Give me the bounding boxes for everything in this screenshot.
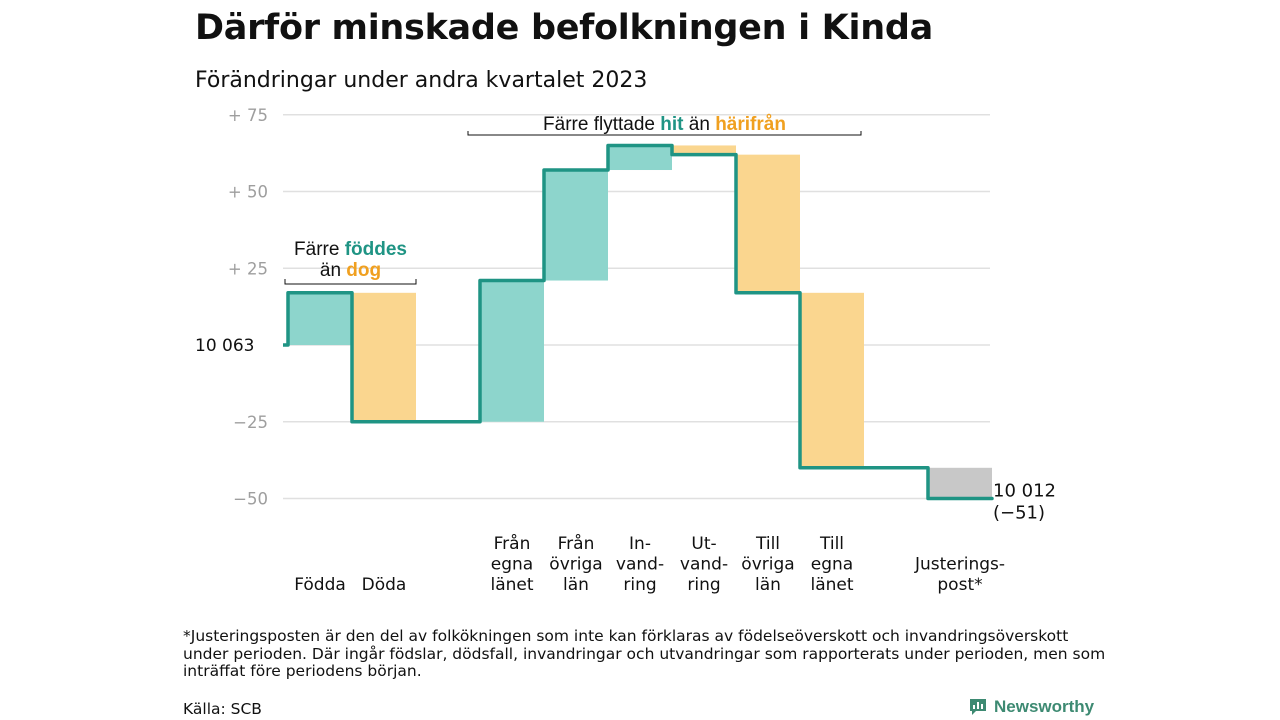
x-category-label-line: län — [755, 575, 781, 595]
newsworthy-logo-icon — [970, 699, 986, 715]
bar-decrease — [672, 145, 736, 155]
x-category-label-line: post* — [937, 575, 982, 595]
cumulative-step-line — [283, 143, 994, 501]
x-category-label-line: länet — [810, 575, 853, 595]
annotation-bracket — [467, 131, 862, 136]
chart-title: Därför minskade befolkningen i Kinda — [195, 8, 933, 48]
x-category-label-line: Döda — [362, 575, 407, 595]
x-category-label-line: vand- — [616, 555, 664, 575]
x-category-label-line: län — [563, 575, 589, 595]
annotation-text-part: än — [683, 114, 715, 135]
source-note: Källa: SCB — [183, 700, 262, 718]
x-category-label-line: vand- — [680, 555, 728, 575]
x-category-label-line: Justerings- — [914, 555, 1005, 575]
annotation-text-part: Färre flyttade — [543, 114, 660, 135]
x-category-label: In-vand-ring — [616, 534, 664, 595]
x-category-label-line: egna — [491, 555, 533, 575]
bar-decrease — [352, 292, 416, 422]
bar-decrease — [800, 292, 864, 468]
annotation-text: Färre flyttade hit än härifrån — [543, 114, 786, 135]
annotation-text-part: än — [320, 260, 346, 281]
x-category-label: Från övriga län — [549, 533, 602, 595]
annotation-text-part: härifrån — [715, 114, 786, 135]
brand-logo: Newsworthy — [968, 697, 1094, 717]
bar-increase — [544, 170, 608, 281]
x-category-label-line: Till — [755, 534, 780, 554]
start-value-label: 10 063 — [195, 336, 254, 356]
y-tick-label: + 50 — [228, 183, 268, 202]
x-category-label: Födda — [294, 575, 346, 595]
x-category-label-line: In- — [629, 534, 651, 554]
x-category-label-line: Födda — [294, 575, 346, 595]
bar-adjustment — [928, 467, 992, 499]
bar-increase — [608, 145, 672, 171]
x-category-label-line: Från — [558, 533, 595, 554]
x-category-label: Ut-vand-ring — [680, 534, 728, 595]
annotation-bracket — [284, 279, 417, 285]
x-category-label: Till egna länet — [810, 534, 853, 595]
annotation-text-part: föddes — [345, 239, 407, 260]
x-category-label-line: Ut- — [691, 534, 716, 554]
end-change-label: (−51) — [993, 503, 1045, 524]
annotation-text-part: hit — [660, 114, 684, 135]
x-category-label: Döda — [362, 575, 407, 595]
x-category-label-line: ring — [687, 575, 720, 595]
x-category-label-line: Från — [494, 533, 531, 554]
bar-increase — [480, 280, 544, 422]
brand-name: Newsworthy — [994, 697, 1095, 716]
x-category-label: Justerings-post* — [914, 555, 1005, 596]
x-category-label: Från egna länet — [490, 533, 533, 595]
x-category-label: Till övriga län — [741, 534, 794, 595]
footnote: *Justeringsposten är den del av folkökni… — [183, 627, 1106, 680]
bar-decrease — [736, 154, 800, 293]
y-tick-label: + 75 — [228, 106, 268, 125]
y-tick-label: −25 — [233, 413, 268, 432]
x-category-label-line: övriga — [741, 555, 794, 575]
annotation-text-part: dog — [346, 260, 381, 281]
annotation-text-part: Färre — [294, 239, 345, 260]
x-category-label-line: egna — [811, 555, 853, 575]
y-tick-label: + 25 — [228, 259, 268, 278]
chart-subtitle: Förändringar under andra kvartalet 2023 — [195, 68, 648, 93]
end-value-label: 10 012 — [993, 481, 1056, 502]
x-category-label-line: länet — [490, 575, 533, 595]
x-category-label-line: övriga — [549, 555, 602, 575]
annotation-text: än dog — [320, 260, 381, 281]
x-category-label-line: ring — [623, 575, 656, 595]
annotation-text: Färre föddes — [294, 239, 407, 260]
bar-increase — [288, 292, 352, 345]
x-category-label-line: Till — [819, 534, 844, 554]
y-tick-label: −50 — [233, 490, 268, 509]
